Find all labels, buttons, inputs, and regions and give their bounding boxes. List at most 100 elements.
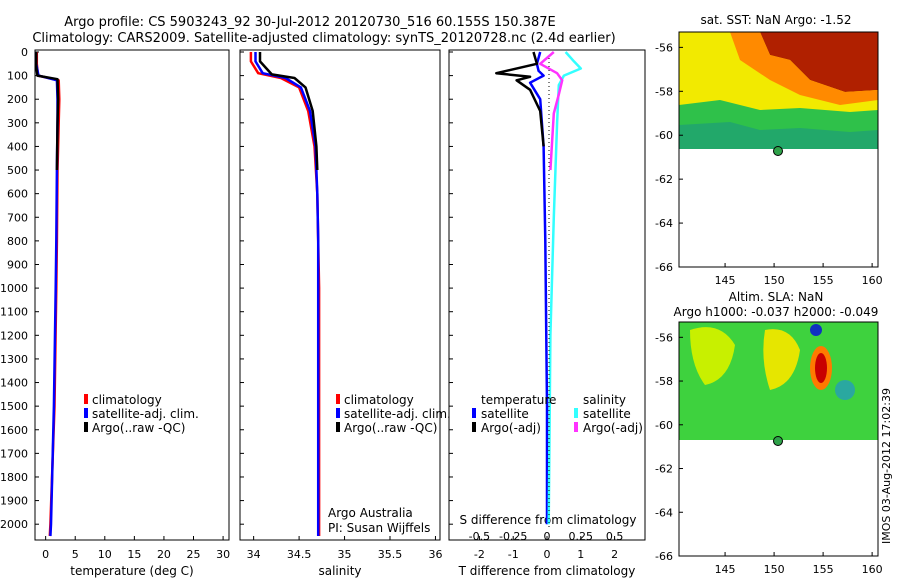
x-tick-label: 34.5 [287, 548, 312, 561]
legend-swatch-s-argo [574, 422, 578, 432]
s-diff-tick-label: 0.5 [606, 530, 624, 543]
lat-tick-label: -66 [655, 550, 673, 563]
profile-series-line [254, 52, 320, 536]
credit-argo-australia: Argo Australia [328, 506, 413, 520]
legend-label-satellite: satellite-adj. clim. [92, 407, 199, 421]
profile-series-line [34, 52, 60, 171]
lon-tick-label: 145 [715, 563, 736, 576]
sst-warm-region [760, 32, 878, 92]
depth-tick-label: 500 [7, 164, 28, 177]
temperature-legend: climatology satellite-adj. clim. Argo(..… [84, 393, 199, 435]
legend-label-s-argo: Argo(-adj) [583, 421, 643, 435]
sla-map-lon-axis: 145 150 155 160 [715, 552, 883, 576]
s-diff-tick-label: -0.5 [469, 530, 490, 543]
depth-tick-label: 1800 [0, 471, 28, 484]
sst-map-lat-axis: -56 -58 -60 -62 -64 -66 [655, 41, 683, 274]
depth-tick-label: 100 [7, 70, 28, 83]
x-tick-label: 35.5 [378, 548, 403, 561]
depth-tick-label: 2000 [0, 518, 28, 531]
lon-tick-label: 160 [862, 274, 883, 287]
depth-tick-label: 1500 [0, 400, 28, 413]
temperature-xlabel: temperature (deg C) [70, 564, 193, 578]
lat-tick-label: -64 [655, 506, 673, 519]
legend-swatch-t-argo [472, 422, 476, 432]
s-diff-tick-label: 0 [544, 530, 551, 543]
x-tick-label: 34 [247, 548, 261, 561]
lat-tick-label: -64 [655, 217, 673, 230]
legend-swatch-climatology [84, 394, 88, 404]
depth-tick-label: 1900 [0, 495, 28, 508]
legend-label-argo: Argo(..raw -QC) [344, 421, 437, 435]
lat-tick-label: -58 [655, 85, 673, 98]
x-tick-label: 35 [338, 548, 352, 561]
x-tick-label: 25 [187, 548, 201, 561]
t-difference-xlabel: T difference from climatology [458, 564, 636, 578]
depth-tick-label: 200 [7, 93, 28, 106]
plot-timestamp: IMOS 03-Aug-2012 17:02:39 [880, 388, 893, 544]
s-difference-x-axis: -0.5 -0.25 0 0.25 0.5 [469, 530, 624, 543]
legend-swatch-satellite [84, 408, 88, 418]
x-tick-label: 2 [611, 548, 618, 561]
legend-swatch-t-satellite [472, 408, 476, 418]
legend-label-climatology: climatology [92, 393, 162, 407]
legend-swatch-argo [336, 422, 340, 432]
profile-series-line [249, 52, 321, 536]
lon-tick-label: 150 [764, 274, 785, 287]
x-tick-label: 30 [216, 548, 230, 561]
legend-label-s-satellite: satellite [583, 407, 631, 421]
lat-tick-label: -56 [655, 331, 673, 344]
depth-tick-label: 300 [7, 117, 28, 130]
lat-tick-label: -60 [655, 419, 673, 432]
depth-tick-label: 1200 [0, 329, 28, 342]
s-diff-tick-label: -0.25 [499, 530, 527, 543]
sla-low-eddy [810, 324, 822, 336]
salinity-xlabel: salinity [318, 564, 361, 578]
sst-mid-region [730, 32, 878, 105]
lon-tick-label: 160 [862, 563, 883, 576]
depth-tick-label: 1100 [0, 306, 28, 319]
x-tick-label: 10 [98, 548, 112, 561]
sst-map-frame [678, 31, 879, 268]
x-tick-label: -2 [474, 548, 485, 561]
legend-heading-salinity: salinity [583, 393, 626, 407]
argo-position-marker [773, 436, 783, 446]
depth-tick-label: 700 [7, 211, 28, 224]
sla-low-patch [835, 380, 855, 400]
sla-map-subtitle: Argo h1000: -0.037 h2000: -0.049 [674, 305, 879, 319]
depth-tick-label: 1000 [0, 282, 28, 295]
profile-lines [34, 51, 583, 537]
legend-swatch-argo [84, 422, 88, 432]
lon-tick-label: 150 [764, 563, 785, 576]
credit-pi: PI: Susan Wijffels [328, 521, 430, 535]
lon-tick-label: 155 [813, 563, 834, 576]
lat-tick-label: -56 [655, 41, 673, 54]
sla-map-frame [678, 321, 879, 557]
profile-series-line [258, 52, 319, 171]
figure-subtitle: Climatology: CARS2009. Satellite-adjuste… [32, 31, 615, 46]
s-diff-tick-label: 0.25 [569, 530, 594, 543]
x-tick-label: -1 [508, 548, 519, 561]
x-tick-label: 1 [577, 548, 584, 561]
sla-positive-patch [763, 329, 800, 390]
lon-tick-label: 155 [813, 274, 834, 287]
sla-map-lat-axis: -56 -58 -60 -62 -64 -66 [655, 331, 683, 563]
legend-swatch-climatology [336, 394, 340, 404]
legend-swatch-s-satellite [574, 408, 578, 418]
depth-tick-label: 800 [7, 235, 28, 248]
legend-label-t-argo: Argo(-adj) [481, 421, 541, 435]
x-tick-label: 36 [428, 548, 442, 561]
sla-positive-patch [690, 327, 735, 385]
sst-map [678, 31, 879, 268]
depth-tick-label: 900 [7, 258, 28, 271]
legend-label-satellite: satellite-adj. clim. [344, 407, 451, 421]
depth-tick-label: 1400 [0, 377, 28, 390]
legend-heading-temperature: temperature [481, 393, 556, 407]
temperature-panel-frame [34, 49, 230, 541]
depth-axis: 0 100 200 300 400 500 600 700 800 900 1000 1100 1200… [0, 46, 453, 531]
depth-tick-label: 1300 [0, 353, 28, 366]
figure-title: Argo profile: CS 5903243_92 30-Jul-2012 … [64, 15, 555, 30]
salinity-panel-frame [239, 49, 441, 541]
x-tick-label: 20 [157, 548, 171, 561]
legend-label-t-satellite: satellite [481, 407, 529, 421]
profile-series-line [34, 52, 59, 537]
